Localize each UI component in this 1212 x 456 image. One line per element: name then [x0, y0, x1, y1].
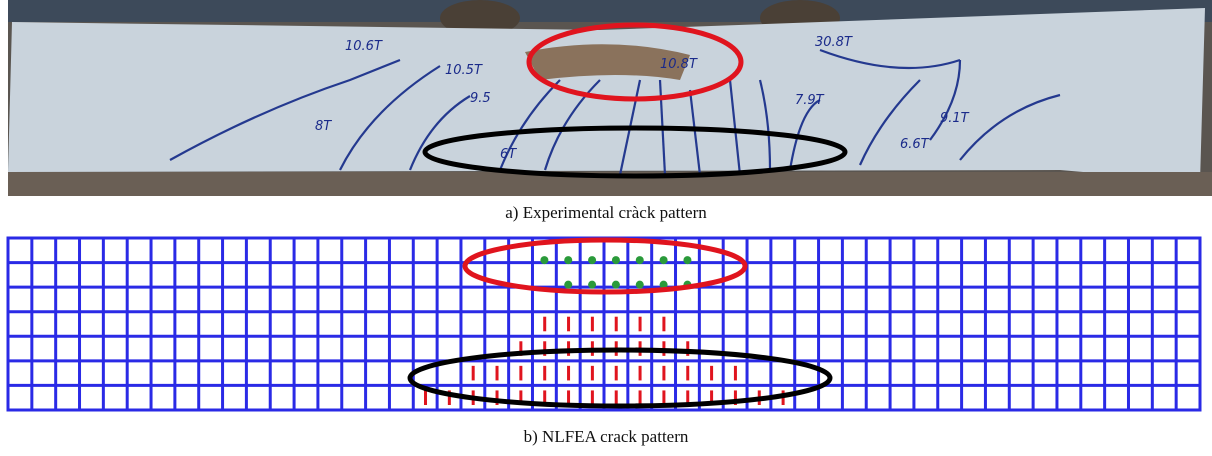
- caption: a) Experimental cràck pattern: [505, 203, 707, 222]
- handwritten-label: 7.9T: [795, 93, 825, 108]
- crush-mark: [683, 256, 692, 265]
- handwritten-label: 9.5: [470, 91, 491, 106]
- crack-mark: [614, 390, 618, 405]
- crack-mark: [543, 316, 547, 332]
- crack-mark: [471, 365, 475, 381]
- crack-mark: [638, 390, 642, 405]
- crush-mark: [540, 256, 549, 265]
- crack-mark: [710, 365, 714, 381]
- crack-mark: [590, 390, 594, 405]
- crack-mark: [662, 316, 666, 332]
- crack-mark: [710, 390, 714, 405]
- crack-mark: [567, 365, 571, 381]
- crush-mark: [635, 256, 644, 265]
- crack-mark: [424, 390, 428, 405]
- crush-mark: [564, 256, 573, 265]
- handwritten-label: 30.8T: [815, 35, 853, 50]
- crack-mark: [614, 365, 618, 381]
- crack-mark: [662, 390, 666, 405]
- crack-mark: [447, 390, 451, 405]
- crack-mark: [519, 365, 523, 381]
- crack-mark: [543, 341, 547, 356]
- handwritten-label: 10.5T: [445, 63, 483, 78]
- crack-mark: [638, 365, 642, 381]
- crack-mark: [590, 316, 594, 332]
- crack-mark: [543, 390, 547, 405]
- crack-mark: [590, 365, 594, 381]
- crack-mark: [614, 316, 618, 332]
- crack-mark: [662, 365, 666, 381]
- crush-mark: [659, 280, 668, 289]
- handwritten-label: 10.6T: [345, 39, 383, 54]
- handwritten-label: 9.1T: [940, 111, 970, 126]
- handwritten-label: 8T: [315, 119, 332, 134]
- crush-mark: [611, 280, 620, 289]
- crack-mark: [686, 390, 690, 405]
- crack-mark: [543, 365, 547, 381]
- crack-mark: [686, 341, 690, 356]
- crack-mark: [567, 390, 571, 405]
- crush-mark: [588, 256, 597, 265]
- highlight: [407, 347, 833, 409]
- crack-mark: [733, 365, 737, 381]
- photo: 10.6T 10.5T 9.5 8T 6T 10.8T 7.9T 9.1T 6.6T 30.8T: [8, 0, 1212, 196]
- handwritten-label: 10.8T: [660, 57, 698, 72]
- crack-mark: [638, 316, 642, 332]
- crush-mark: [635, 280, 644, 289]
- crack-mark: [567, 316, 571, 332]
- highlight: [462, 237, 748, 295]
- handwritten-label: 6.6T: [900, 137, 930, 152]
- crush-mark: [659, 256, 668, 265]
- fea-mesh: [6, 236, 1202, 412]
- crack-mark: [686, 365, 690, 381]
- handwritten-label: 6T: [500, 147, 517, 162]
- crush-mark: [564, 280, 573, 289]
- crack-mark: [495, 365, 499, 381]
- crack-mark: [733, 390, 737, 405]
- crack-mark: [495, 390, 499, 405]
- crush-mark: [611, 256, 620, 265]
- crack-mark: [519, 390, 523, 405]
- caption: b) NLFEA crack pattern: [524, 427, 689, 446]
- crush-mark: [588, 280, 597, 289]
- crack-mark: [519, 341, 523, 356]
